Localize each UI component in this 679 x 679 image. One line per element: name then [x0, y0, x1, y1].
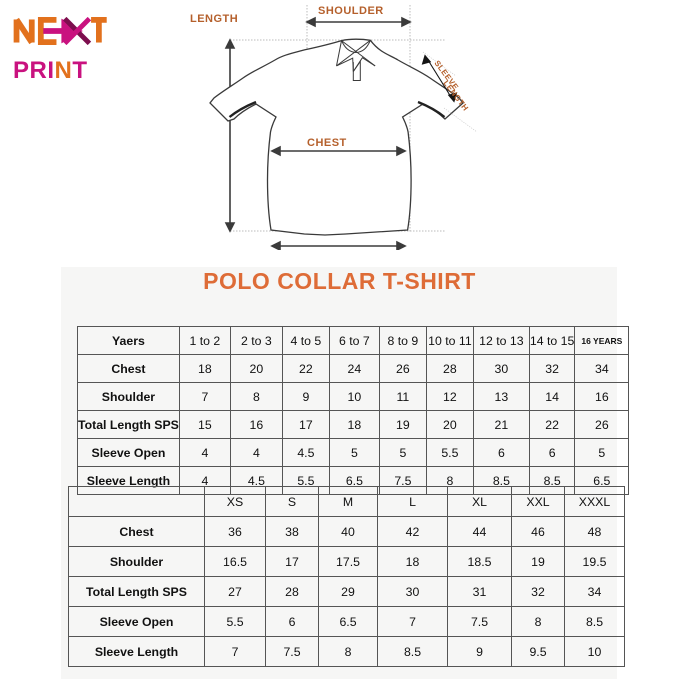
svg-text:CHEST: CHEST	[307, 137, 347, 149]
svg-text:SHOULDER: SHOULDER	[318, 5, 384, 17]
svg-text:LENGTH: LENGTH	[190, 13, 238, 25]
